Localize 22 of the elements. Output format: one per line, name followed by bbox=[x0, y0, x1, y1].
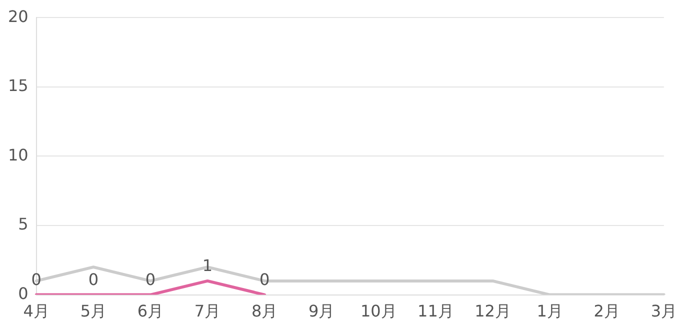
x-tick-label: 6月 bbox=[137, 302, 164, 321]
x-tick-label: 10月 bbox=[360, 302, 397, 321]
data-label: 1 bbox=[202, 256, 213, 276]
x-tick-label: 9月 bbox=[308, 302, 335, 321]
data-label: 0 bbox=[145, 270, 156, 289]
data-label: 0 bbox=[31, 270, 42, 289]
y-tick-label: 20 bbox=[8, 6, 28, 26]
data-label: 0 bbox=[259, 270, 270, 289]
y-tick-label: 10 bbox=[8, 145, 28, 164]
x-tick-label: 11月 bbox=[418, 302, 454, 321]
data-label: 0 bbox=[88, 270, 99, 289]
y-tick-label: 5 bbox=[18, 214, 28, 234]
y-tick-label: 15 bbox=[8, 76, 28, 96]
x-tick-label: 12月 bbox=[474, 302, 511, 321]
y-tick-label: 0 bbox=[18, 284, 28, 303]
x-tick-label: 2月 bbox=[594, 302, 620, 321]
x-tick-label: 4月 bbox=[23, 302, 50, 321]
x-tick-label: 1月 bbox=[536, 302, 563, 321]
x-tick-label: 8月 bbox=[251, 302, 278, 321]
x-tick-label: 7月 bbox=[194, 302, 221, 321]
x-tick-label: 5月 bbox=[80, 302, 107, 321]
x-tick-label: 3月 bbox=[650, 302, 678, 321]
